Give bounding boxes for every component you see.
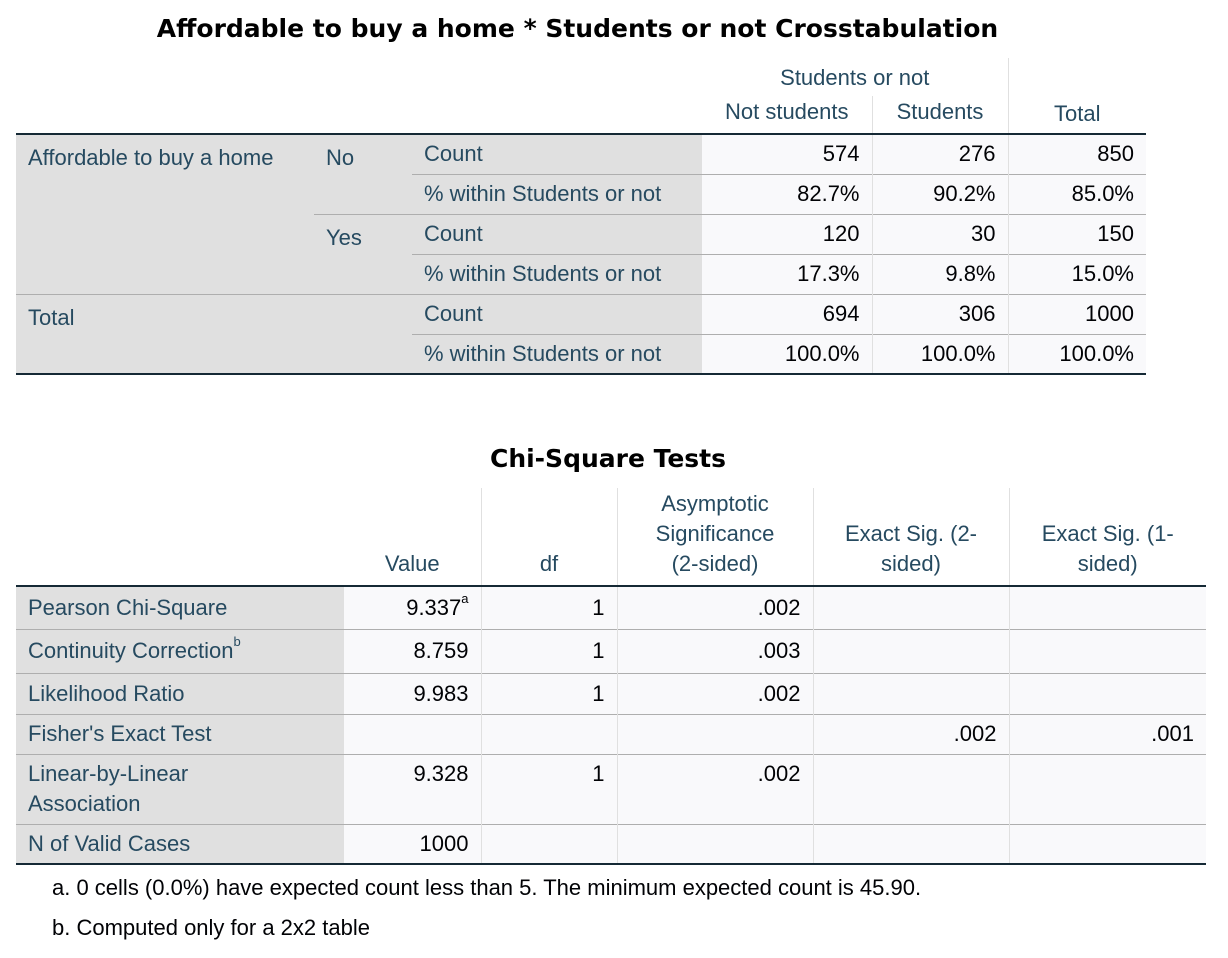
row-group-no: No bbox=[314, 134, 412, 214]
cell: 17.3% bbox=[702, 254, 872, 294]
cell-asym bbox=[616, 714, 813, 754]
cell-asym bbox=[616, 824, 813, 864]
stat-label: % within Students or not bbox=[412, 334, 702, 374]
stat-label: Count bbox=[412, 294, 702, 334]
col-header-asym-sig: Asymptotic Significance (2-sided) bbox=[616, 488, 813, 586]
cell: 100.0% bbox=[702, 334, 872, 374]
cell-value: 9.328 bbox=[344, 754, 481, 824]
footnote-a: a. 0 cells (0.0%) have expected count le… bbox=[52, 875, 922, 900]
row-label: Continuity Correctionb bbox=[16, 629, 344, 673]
cell: 574 bbox=[702, 134, 872, 174]
cell-exact1 bbox=[1008, 754, 1206, 824]
cell-exact1: .001 bbox=[1008, 714, 1206, 754]
col-header-exact-1: Exact Sig. (1-sided) bbox=[1008, 488, 1206, 586]
col-header-total: Total bbox=[1007, 58, 1146, 134]
col-header-not-students: Not students bbox=[724, 99, 849, 124]
cell: 30 bbox=[871, 214, 1008, 254]
chisq-table: Value df Asymptotic Significance (2-side… bbox=[16, 488, 1206, 865]
cell: 15.0% bbox=[1007, 254, 1146, 294]
cell-df bbox=[480, 714, 617, 754]
row-label: N of Valid Cases bbox=[16, 824, 344, 864]
cell: 90.2% bbox=[871, 174, 1008, 214]
cell-df: 1 bbox=[480, 629, 617, 673]
cell: 150 bbox=[1007, 214, 1146, 254]
row-label: Pearson Chi-Square bbox=[16, 586, 344, 629]
cell: 306 bbox=[871, 294, 1008, 334]
cell: 9.8% bbox=[871, 254, 1008, 294]
cell: 82.7% bbox=[702, 174, 872, 214]
stat-label: % within Students or not bbox=[412, 254, 702, 294]
cell: 100.0% bbox=[871, 334, 1008, 374]
cell-exact2 bbox=[812, 629, 1009, 673]
cell: 100.0% bbox=[1007, 334, 1146, 374]
row-label: Linear-by-Linear Association bbox=[16, 754, 344, 824]
cell-exact1 bbox=[1008, 673, 1206, 714]
cell-exact1 bbox=[1008, 629, 1206, 673]
cell-exact1 bbox=[1008, 824, 1206, 864]
cell-asym: .002 bbox=[616, 586, 813, 629]
total-row-label: Total bbox=[16, 294, 412, 374]
cell-asym: .002 bbox=[616, 673, 813, 714]
cell-asym: .002 bbox=[616, 754, 813, 824]
footnote-b: b. Computed only for a 2x2 table bbox=[52, 915, 370, 940]
cell-df: 1 bbox=[480, 673, 617, 714]
cell-df: 1 bbox=[480, 754, 617, 824]
cell: 694 bbox=[702, 294, 872, 334]
cell: 1000 bbox=[1007, 294, 1146, 334]
col-header-exact-2: Exact Sig. (2-sided) bbox=[812, 488, 1009, 586]
crosstab-title: Affordable to buy a home * Students or n… bbox=[156, 14, 999, 43]
cell: 120 bbox=[702, 214, 872, 254]
crosstab-table: Students or not Total Not students Stude… bbox=[16, 58, 1146, 375]
cell-value: 9.337a bbox=[344, 586, 481, 629]
cell-asym: .003 bbox=[616, 629, 813, 673]
cell-value bbox=[344, 714, 481, 754]
col-header-df: df bbox=[480, 488, 617, 586]
row-var-label: Affordable to buy a home bbox=[16, 134, 314, 294]
cell-exact2 bbox=[812, 673, 1009, 714]
cell-exact2 bbox=[812, 754, 1009, 824]
stat-label: Count bbox=[412, 214, 702, 254]
cell-df bbox=[480, 824, 617, 864]
row-label: Likelihood Ratio bbox=[16, 673, 344, 714]
cell-value: 1000 bbox=[344, 824, 481, 864]
col-header-value: Value bbox=[384, 551, 440, 576]
cell: 850 bbox=[1007, 134, 1146, 174]
cell-df: 1 bbox=[480, 586, 617, 629]
cell-value: 8.759 bbox=[344, 629, 481, 673]
chisq-title: Chi-Square Tests bbox=[489, 444, 727, 473]
stat-label: % within Students or not bbox=[412, 174, 702, 214]
cell-exact2 bbox=[812, 824, 1009, 864]
cell-value: 9.983 bbox=[344, 673, 481, 714]
cell-exact1 bbox=[1008, 586, 1206, 629]
row-label: Fisher's Exact Test bbox=[16, 714, 344, 754]
stat-label: Count bbox=[412, 134, 702, 174]
cell-exact2: .002 bbox=[812, 714, 1009, 754]
col-header-students: Students bbox=[871, 96, 1008, 134]
cell: 85.0% bbox=[1007, 174, 1146, 214]
row-group-yes: Yes bbox=[314, 214, 412, 294]
cell: 276 bbox=[871, 134, 1008, 174]
cell-exact2 bbox=[812, 586, 1009, 629]
col-group-header: Students or not bbox=[780, 65, 930, 90]
